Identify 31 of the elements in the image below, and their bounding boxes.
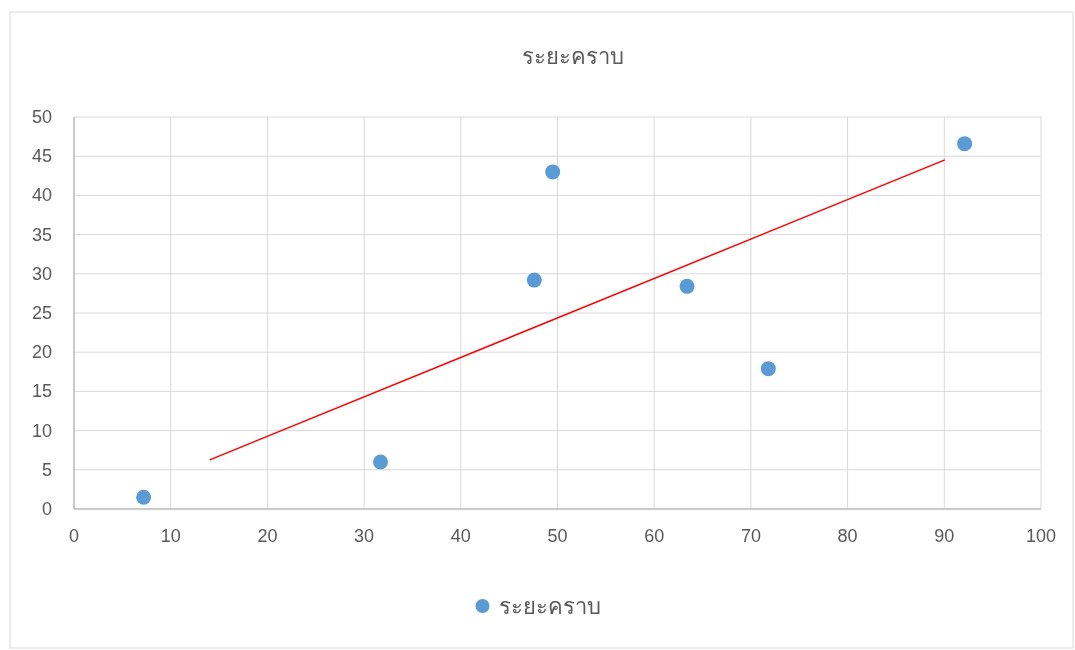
y-tick-label: 25 <box>31 303 52 323</box>
legend-label: ระยะคราบ <box>498 594 601 619</box>
y-tick-label: 30 <box>31 263 52 284</box>
point <box>679 278 695 294</box>
y-tick-label: 45 <box>31 146 52 167</box>
point <box>526 272 542 288</box>
x-tick-label: 10 <box>160 526 181 546</box>
y-tick-label: 5 <box>41 459 52 480</box>
x-tick-label: 50 <box>547 526 568 546</box>
y-tick-label: 20 <box>31 342 52 363</box>
x-tick-label: 0 <box>68 526 80 546</box>
x-tick-label: 90 <box>934 526 955 546</box>
point <box>545 164 561 180</box>
y-tick-label: 0 <box>41 499 52 519</box>
x-tick-label: 80 <box>837 526 858 546</box>
point <box>136 489 152 505</box>
x-tick-label: 40 <box>450 526 471 546</box>
y-tick-label: 35 <box>31 224 52 245</box>
x-tick-label: 60 <box>644 526 665 546</box>
point <box>957 136 973 152</box>
y-tick-label: 50 <box>31 107 52 127</box>
point <box>373 454 389 470</box>
point <box>760 361 776 377</box>
y-tick-label: 15 <box>31 381 52 402</box>
x-tick-label: 70 <box>740 526 761 546</box>
x-tick-label: 30 <box>354 526 375 546</box>
x-tick-label: 20 <box>257 526 278 546</box>
y-tick-label: 10 <box>31 420 52 441</box>
y-tick-label: 40 <box>31 185 52 206</box>
chart-title: ระยะคราบ <box>521 44 624 69</box>
x-tick-label: 100 <box>1025 526 1057 546</box>
